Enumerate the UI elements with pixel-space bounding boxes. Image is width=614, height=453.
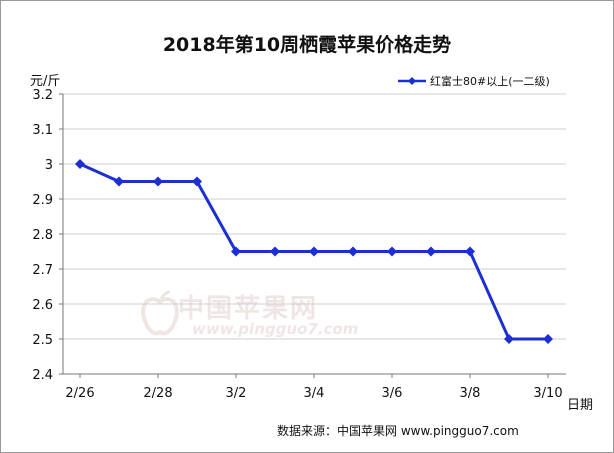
data-point <box>114 176 124 187</box>
y-tick-label: 3.1 <box>32 123 53 138</box>
data-point <box>192 176 202 187</box>
y-tick-label: 2.8 <box>32 228 53 243</box>
legend: 红富士80#以上(一二级) <box>398 73 550 89</box>
data-point <box>348 246 358 257</box>
y-tick-label: 2.9 <box>32 193 53 208</box>
x-tick-label: 3/8 <box>460 386 481 401</box>
data-point <box>426 246 436 257</box>
data-point <box>231 246 241 257</box>
y-tick-label: 2.7 <box>32 263 53 278</box>
data-point <box>309 246 319 257</box>
x-tick-label: 3/10 <box>533 386 562 401</box>
data-point <box>153 176 163 187</box>
data-point <box>387 246 397 257</box>
watermark-text: 中国苹果网 <box>178 294 319 324</box>
y-tick-label: 3.2 <box>32 88 53 103</box>
x-tick-label: 2/26 <box>65 386 94 401</box>
x-tick-label: 3/4 <box>304 386 325 401</box>
y-tick-label: 2.5 <box>32 333 53 348</box>
data-source: 数据来源：中国苹果网 www.pingguo7.com <box>277 424 519 438</box>
y-tick-label: 2.6 <box>32 298 53 313</box>
x-tick-label: 3/2 <box>226 386 247 401</box>
data-point <box>504 334 514 344</box>
y-tick-label: 2.4 <box>32 368 53 383</box>
apple-logo-icon <box>141 290 179 336</box>
chart-title: 2018年第10周栖霞苹果价格走势 <box>162 34 452 56</box>
data-point <box>75 159 85 169</box>
data-point <box>465 246 475 257</box>
legend-label: 红富士80#以上(一二级) <box>430 75 550 88</box>
y-axis-label: 元/斤 <box>30 74 61 89</box>
data-point <box>270 246 280 257</box>
x-axis-label: 日期 <box>567 398 594 413</box>
data-point <box>543 334 553 344</box>
x-tick-label: 3/6 <box>382 386 403 401</box>
y-tick-label: 3 <box>45 158 53 173</box>
x-tick-label: 2/28 <box>143 386 172 401</box>
watermark: 中国苹果网 www.pingguo7.com <box>140 288 360 348</box>
watermark-url: www.pingguo7.com <box>192 320 359 338</box>
legend-line-marker-icon <box>398 77 426 85</box>
